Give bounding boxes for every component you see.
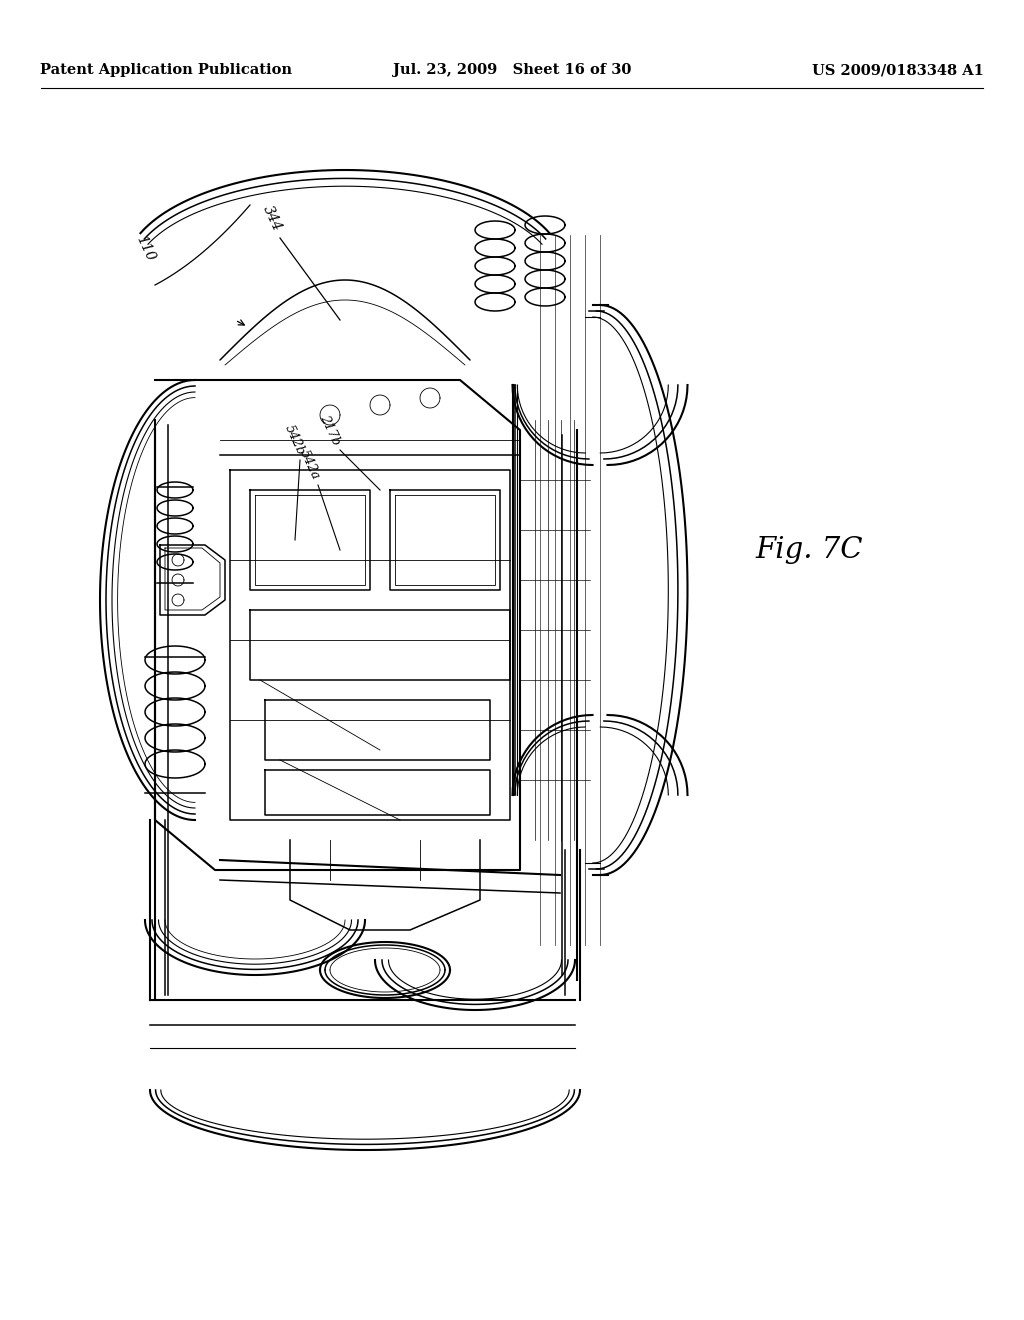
Text: Fig. 7C: Fig. 7C bbox=[755, 536, 862, 564]
Text: 217b: 217b bbox=[317, 413, 343, 447]
Text: Patent Application Publication: Patent Application Publication bbox=[40, 63, 292, 77]
Text: 110: 110 bbox=[133, 232, 157, 263]
Text: 542a: 542a bbox=[297, 447, 323, 482]
Text: 542b: 542b bbox=[283, 422, 307, 457]
Text: US 2009/0183348 A1: US 2009/0183348 A1 bbox=[812, 63, 984, 77]
Text: Jul. 23, 2009   Sheet 16 of 30: Jul. 23, 2009 Sheet 16 of 30 bbox=[393, 63, 631, 77]
Text: 344: 344 bbox=[260, 203, 284, 234]
